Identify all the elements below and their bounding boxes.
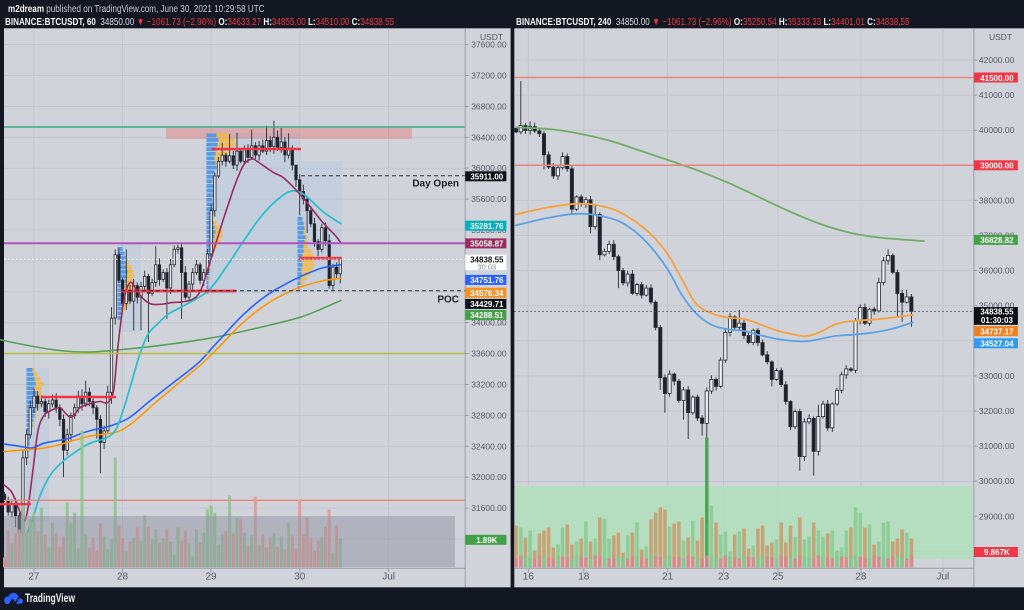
svg-text:34838.55: 34838.55	[980, 308, 1014, 317]
svg-text:33600.00: 33600.00	[471, 349, 507, 359]
svg-text:33000.00: 33000.00	[979, 371, 1015, 381]
svg-text:34576.34: 34576.34	[470, 289, 504, 298]
svg-text:30:03: 30:03	[477, 262, 496, 271]
svg-text:29000.00: 29000.00	[979, 511, 1015, 521]
svg-text:41000.00: 41000.00	[979, 90, 1015, 100]
svg-text:30: 30	[294, 572, 306, 583]
svg-text:36400.00: 36400.00	[471, 132, 507, 142]
svg-text:25: 25	[772, 572, 784, 583]
svg-text:POC: POC	[437, 295, 459, 306]
svg-text:Jul: Jul	[382, 572, 395, 583]
svg-text:1.89K: 1.89K	[476, 536, 498, 545]
svg-text:21: 21	[662, 572, 674, 583]
svg-text:18: 18	[578, 572, 590, 583]
svg-text:29: 29	[205, 572, 217, 583]
svg-text:36800.00: 36800.00	[471, 101, 507, 111]
svg-text:35600.00: 35600.00	[471, 194, 507, 204]
svg-text:28: 28	[855, 572, 867, 583]
svg-text:34527.04: 34527.04	[980, 340, 1014, 349]
svg-text:34751.76: 34751.76	[470, 276, 504, 285]
svg-text:27: 27	[28, 572, 40, 583]
svg-text:36828.82: 36828.82	[980, 236, 1014, 245]
svg-text:30000.00: 30000.00	[979, 476, 1015, 486]
svg-text:31000.00: 31000.00	[979, 441, 1015, 451]
svg-text:32000.00: 32000.00	[471, 472, 507, 482]
svg-text:39000.00: 39000.00	[980, 162, 1014, 171]
svg-text:38000.00: 38000.00	[979, 195, 1015, 205]
svg-text:36000.00: 36000.00	[979, 266, 1015, 276]
svg-text:23: 23	[718, 572, 730, 583]
svg-text:16: 16	[523, 572, 535, 583]
svg-text:34000.00: 34000.00	[471, 318, 507, 328]
svg-text:34288.51: 34288.51	[470, 311, 504, 320]
svg-text:9.867K: 9.867K	[984, 548, 1010, 557]
svg-text:37200.00: 37200.00	[471, 71, 507, 81]
svg-text:32000.00: 32000.00	[979, 406, 1015, 416]
svg-text:35000.00: 35000.00	[979, 301, 1015, 311]
svg-text:USDT: USDT	[989, 32, 1012, 42]
svg-text:34429.71: 34429.71	[470, 300, 504, 309]
svg-text:Day Open: Day Open	[412, 179, 459, 190]
svg-text:Jul: Jul	[937, 572, 950, 583]
svg-text:37600.00: 37600.00	[471, 40, 507, 50]
svg-text:35281.76: 35281.76	[470, 222, 504, 231]
svg-text:USDT: USDT	[480, 32, 503, 42]
svg-text:40000.00: 40000.00	[979, 125, 1015, 135]
svg-text:28: 28	[117, 572, 129, 583]
svg-text:01:30:03: 01:30:03	[981, 316, 1014, 325]
svg-text:35058.87: 35058.87	[470, 240, 504, 249]
svg-text:42000.00: 42000.00	[979, 55, 1015, 65]
svg-text:31600.00: 31600.00	[471, 503, 507, 513]
svg-text:32400.00: 32400.00	[471, 441, 507, 451]
svg-text:34737.17: 34737.17	[980, 327, 1014, 336]
svg-text:32800.00: 32800.00	[471, 410, 507, 420]
svg-text:33200.00: 33200.00	[471, 380, 507, 390]
svg-text:34838.55: 34838.55	[470, 256, 504, 265]
svg-text:41500.00: 41500.00	[980, 74, 1014, 83]
svg-text:35911.00: 35911.00	[470, 173, 503, 182]
svg-text:36000.00: 36000.00	[471, 163, 507, 173]
